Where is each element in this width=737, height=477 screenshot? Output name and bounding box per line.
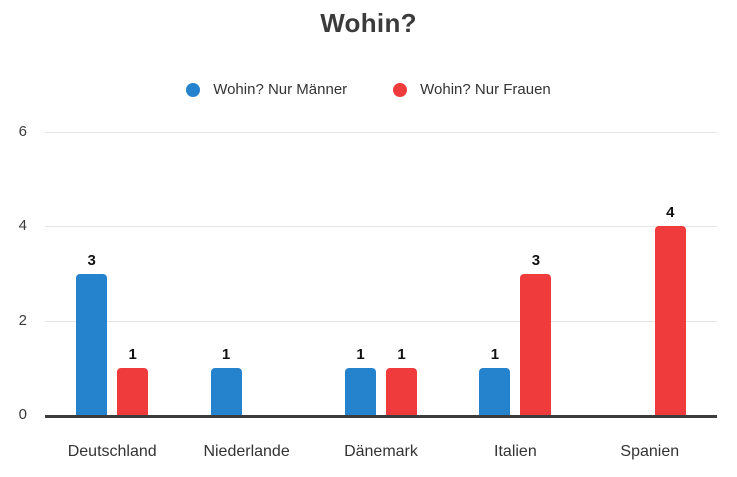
bar — [76, 273, 108, 415]
legend-label: Wohin? Nur Frauen — [420, 81, 551, 98]
bar-value-label: 1 — [221, 345, 231, 363]
y-tick-label: 6 — [18, 123, 27, 140]
chart-title: Wohin? — [320, 8, 417, 38]
bar-slot: 1 — [210, 345, 242, 415]
bar-value-label: 4 — [666, 204, 675, 222]
legend-marker-icon — [393, 82, 408, 97]
legend-marker-icon — [186, 82, 201, 97]
bar — [344, 367, 376, 415]
bar-value-label: 1 — [128, 345, 137, 363]
y-tick-label: 4 — [18, 217, 27, 235]
bar — [479, 367, 511, 415]
x-axis-label: Deutschland — [67, 443, 157, 460]
bar-value-label: 3 — [87, 251, 96, 269]
bar-value-label: 3 — [531, 251, 541, 269]
bar-slot: 1 — [385, 345, 417, 415]
bar — [520, 273, 552, 415]
legend-item-0[interactable]: Wohin? Nur Männer — [186, 81, 347, 98]
bar-slot: 1 — [479, 345, 511, 415]
bar-slot: 3 — [520, 251, 552, 415]
x-axis-label: Dänemark — [344, 443, 418, 460]
bar-value-label: 1 — [490, 345, 500, 363]
bar-slot: 3 — [76, 251, 108, 415]
bar-slot: 4 — [654, 204, 686, 415]
bar — [117, 367, 149, 415]
bar-group: 4 — [583, 132, 717, 415]
x-axis: Deutschland Niederlande Dänemark Italien Spa… — [45, 442, 717, 464]
legend-label: Wohin? Nur Männer — [213, 81, 348, 98]
bar — [654, 226, 686, 415]
legend-item-1[interactable]: Wohin? Nur Frauen — [393, 81, 551, 98]
bar — [385, 367, 417, 415]
bar-group: 1 — [179, 132, 313, 415]
y-tick-label: 2 — [18, 311, 27, 329]
bar — [210, 367, 242, 415]
gridline — [45, 320, 717, 322]
bar-value-label: 1 — [397, 345, 406, 363]
x-axis-label: Italien — [494, 443, 537, 460]
bar-value-label: 1 — [356, 345, 365, 363]
y-tick-label: 0 — [18, 406, 27, 423]
x-axis-label: Niederlande — [203, 443, 290, 460]
gridline — [45, 132, 717, 133]
bar-slot: 1 — [117, 345, 149, 415]
gridline — [45, 226, 717, 228]
y-axis: 0 2 4 6 — [0, 123, 27, 423]
x-axis-label: Spanien — [620, 443, 680, 460]
bar-slot: 1 — [344, 345, 376, 415]
legend: Wohin? Nur Männer Wohin? Nur Frauen — [0, 81, 737, 98]
